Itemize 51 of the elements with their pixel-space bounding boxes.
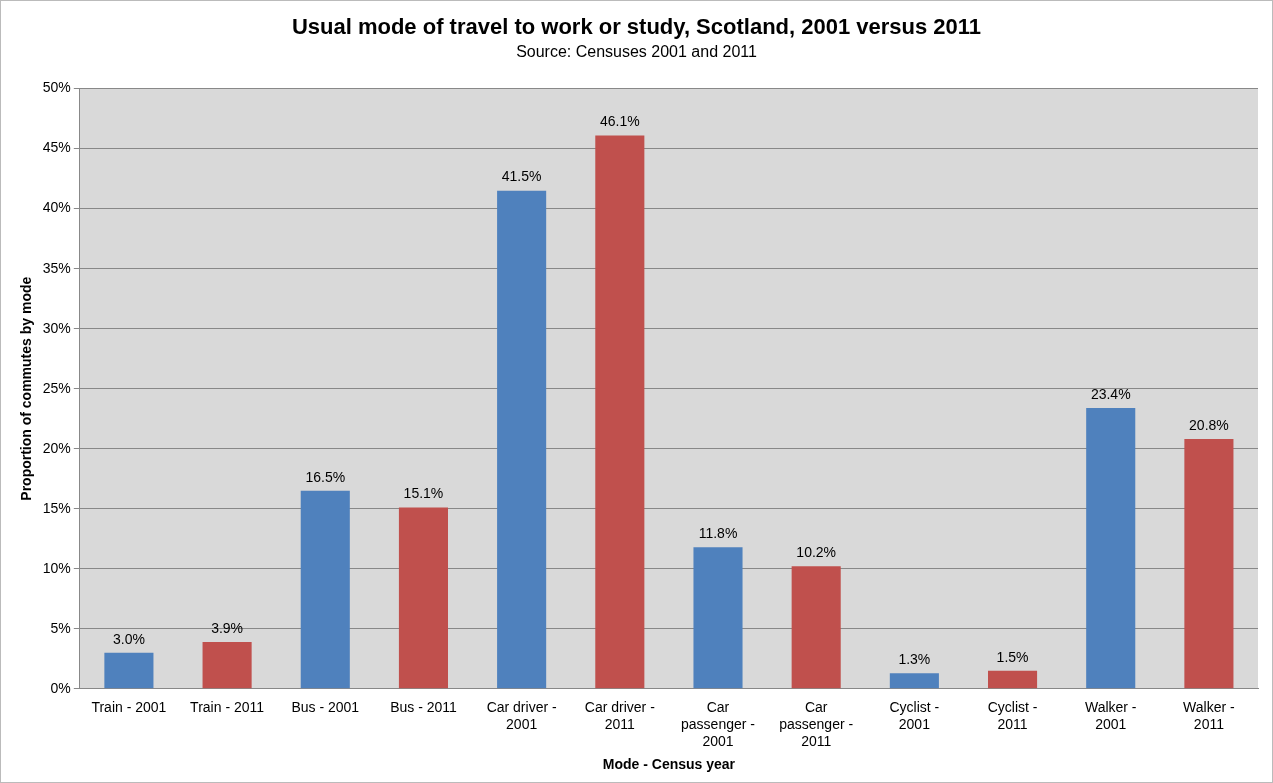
- x-tick-label: Car passenger - 2001: [681, 699, 756, 749]
- data-label: 41.5%: [501, 168, 542, 185]
- x-tick-label: Car passenger - 2011: [779, 699, 854, 749]
- bar: [300, 490, 350, 689]
- data-label: 20.8%: [1189, 416, 1229, 433]
- bar: [398, 507, 448, 689]
- data-label: 16.5%: [305, 468, 346, 485]
- data-label: 23.4%: [1090, 385, 1131, 402]
- x-tick-label: Train - 2001: [91, 699, 167, 716]
- bar: [791, 566, 841, 689]
- x-tick-label: Car driver - 2011: [584, 699, 656, 732]
- bar: [1086, 407, 1136, 689]
- y-tick-label: 25%: [42, 379, 71, 396]
- y-tick-label: 50%: [42, 79, 71, 96]
- y-tick-label: 20%: [42, 439, 71, 456]
- bar: [988, 670, 1038, 689]
- y-tick-label: 45%: [42, 139, 71, 156]
- bar: [202, 641, 252, 689]
- y-axis-title: Proportion of commutes by mode: [18, 276, 35, 501]
- x-tick-label: Bus - 2001: [291, 699, 360, 716]
- data-label: 3.9%: [211, 619, 244, 636]
- x-tick-label: Walker - 2001: [1084, 699, 1137, 732]
- x-tick-label: Cyclist - 2001: [889, 699, 940, 732]
- y-tick-label: 15%: [42, 499, 71, 516]
- y-tick-label: 0%: [50, 679, 71, 696]
- y-tick-label: 10%: [42, 559, 71, 576]
- x-tick-label: Train - 2011: [190, 699, 265, 716]
- x-axis-title: Mode - Census year: [602, 756, 736, 773]
- bar: [1184, 439, 1234, 689]
- data-label: 15.1%: [403, 485, 444, 502]
- y-tick-label: 5%: [50, 619, 71, 636]
- data-label: 1.3%: [898, 651, 931, 668]
- y-tick-label: 35%: [42, 259, 71, 276]
- chart-title: Usual mode of travel to work or study, Scotland, 2001 versus 2011: [291, 14, 982, 40]
- bar: [104, 652, 154, 689]
- chart-subtitle: Source: Censuses 2001 and 2011: [516, 43, 757, 61]
- y-tick-label: 30%: [42, 319, 71, 336]
- bar: [497, 190, 547, 689]
- data-label: 46.1%: [599, 113, 640, 130]
- bar: [693, 547, 743, 689]
- x-tick-label: Walker - 2011: [1183, 699, 1236, 732]
- bar: [889, 673, 939, 689]
- y-tick-label: 40%: [42, 199, 71, 216]
- bar: [595, 135, 645, 689]
- data-label: 1.5%: [996, 648, 1029, 665]
- x-tick-label: Bus - 2011: [390, 699, 458, 716]
- data-label: 11.8%: [698, 525, 738, 542]
- data-label: 10.2%: [796, 544, 837, 561]
- data-label: 3.0%: [112, 630, 145, 647]
- x-tick-label: Cyclist - 2011: [987, 699, 1038, 732]
- x-tick-label: Car driver - 2001: [486, 699, 557, 732]
